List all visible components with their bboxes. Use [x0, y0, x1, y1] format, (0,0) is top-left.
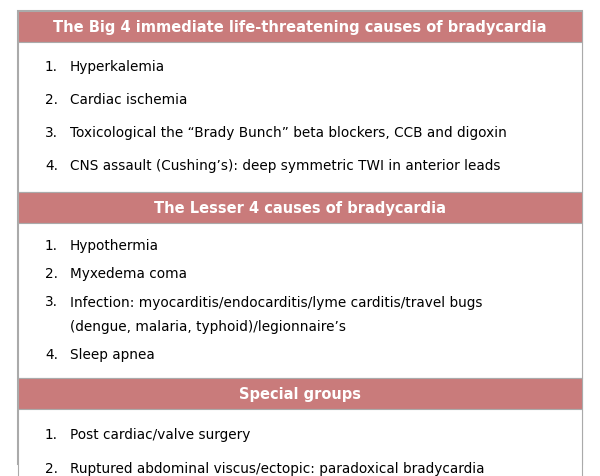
- Text: 1.: 1.: [45, 427, 58, 441]
- Bar: [18, 193, 582, 224]
- Text: Hypothermia: Hypothermia: [70, 239, 159, 253]
- Text: 2.: 2.: [45, 93, 58, 107]
- Text: Ruptured abdominal viscus/ectopic: paradoxical bradycardia: Ruptured abdominal viscus/ectopic: parad…: [70, 462, 485, 476]
- Text: 1.: 1.: [45, 60, 58, 74]
- Text: 4.: 4.: [45, 347, 58, 361]
- Text: CNS assault (Cushing’s): deep symmetric TWI in anterior leads: CNS assault (Cushing’s): deep symmetric …: [70, 159, 500, 173]
- Text: 1.: 1.: [45, 239, 58, 253]
- Text: Hyperkalemia: Hyperkalemia: [70, 60, 165, 74]
- Text: The Lesser 4 causes of bradycardia: The Lesser 4 causes of bradycardia: [154, 200, 446, 216]
- Text: Special groups: Special groups: [239, 386, 361, 401]
- Text: Sleep apnea: Sleep apnea: [70, 347, 155, 361]
- Text: 2.: 2.: [45, 462, 58, 476]
- Text: Cardiac ischemia: Cardiac ischemia: [70, 93, 187, 107]
- Text: 4.: 4.: [45, 159, 58, 173]
- Text: Infection: myocarditis/endocarditis/lyme carditis/travel bugs: Infection: myocarditis/endocarditis/lyme…: [70, 295, 482, 309]
- Text: 3.: 3.: [45, 126, 58, 140]
- Bar: [18, 378, 582, 409]
- Bar: [18, 224, 582, 378]
- Text: 3.: 3.: [45, 295, 58, 309]
- Text: The Big 4 immediate life-threatening causes of bradycardia: The Big 4 immediate life-threatening cau…: [53, 20, 547, 35]
- Text: Post cardiac/valve surgery: Post cardiac/valve surgery: [70, 427, 250, 441]
- Bar: [18, 409, 582, 476]
- Bar: [18, 12, 582, 43]
- Bar: [18, 43, 582, 193]
- Text: Toxicological the “Brady Bunch” beta blockers, CCB and digoxin: Toxicological the “Brady Bunch” beta blo…: [70, 126, 507, 140]
- Text: Myxedema coma: Myxedema coma: [70, 267, 187, 281]
- Text: (dengue, malaria, typhoid)/legionnaire’s: (dengue, malaria, typhoid)/legionnaire’s: [70, 319, 346, 333]
- Text: 2.: 2.: [45, 267, 58, 281]
